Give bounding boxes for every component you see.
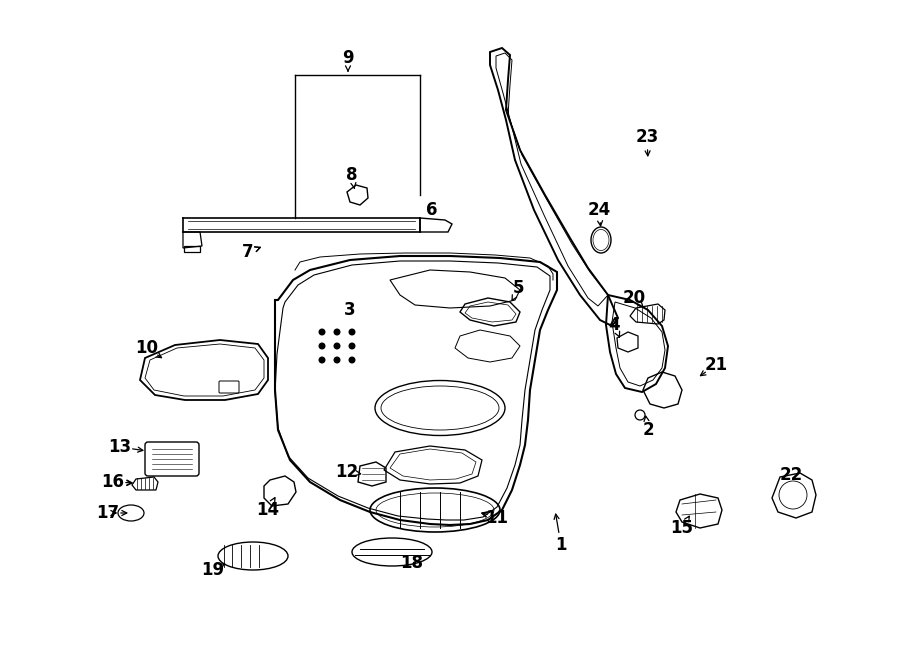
Circle shape	[334, 329, 340, 335]
Circle shape	[349, 329, 355, 335]
Circle shape	[349, 343, 355, 349]
Text: 5: 5	[513, 279, 525, 297]
Text: 17: 17	[96, 504, 120, 522]
Text: 2: 2	[643, 421, 653, 439]
Text: 10: 10	[136, 339, 158, 357]
Text: 19: 19	[202, 561, 225, 579]
Text: 6: 6	[427, 201, 437, 219]
Circle shape	[349, 357, 355, 363]
Text: 18: 18	[400, 554, 424, 572]
Text: 16: 16	[102, 473, 124, 491]
Text: 11: 11	[485, 509, 508, 527]
Text: 15: 15	[670, 519, 694, 537]
Text: 12: 12	[336, 463, 358, 481]
Text: 22: 22	[779, 466, 803, 484]
Text: 8: 8	[346, 166, 358, 184]
Circle shape	[334, 343, 340, 349]
Text: 23: 23	[635, 128, 659, 146]
Text: 1: 1	[555, 536, 567, 554]
Circle shape	[320, 357, 325, 363]
Text: 9: 9	[342, 49, 354, 67]
Text: 7: 7	[242, 243, 254, 261]
Text: 14: 14	[256, 501, 280, 519]
Text: 3: 3	[344, 301, 356, 319]
Text: 20: 20	[623, 289, 645, 307]
Circle shape	[320, 343, 325, 349]
Text: 4: 4	[608, 316, 620, 334]
Circle shape	[334, 357, 340, 363]
Text: 13: 13	[108, 438, 131, 456]
Text: 21: 21	[705, 356, 727, 374]
Circle shape	[320, 329, 325, 335]
Text: 24: 24	[588, 201, 610, 219]
